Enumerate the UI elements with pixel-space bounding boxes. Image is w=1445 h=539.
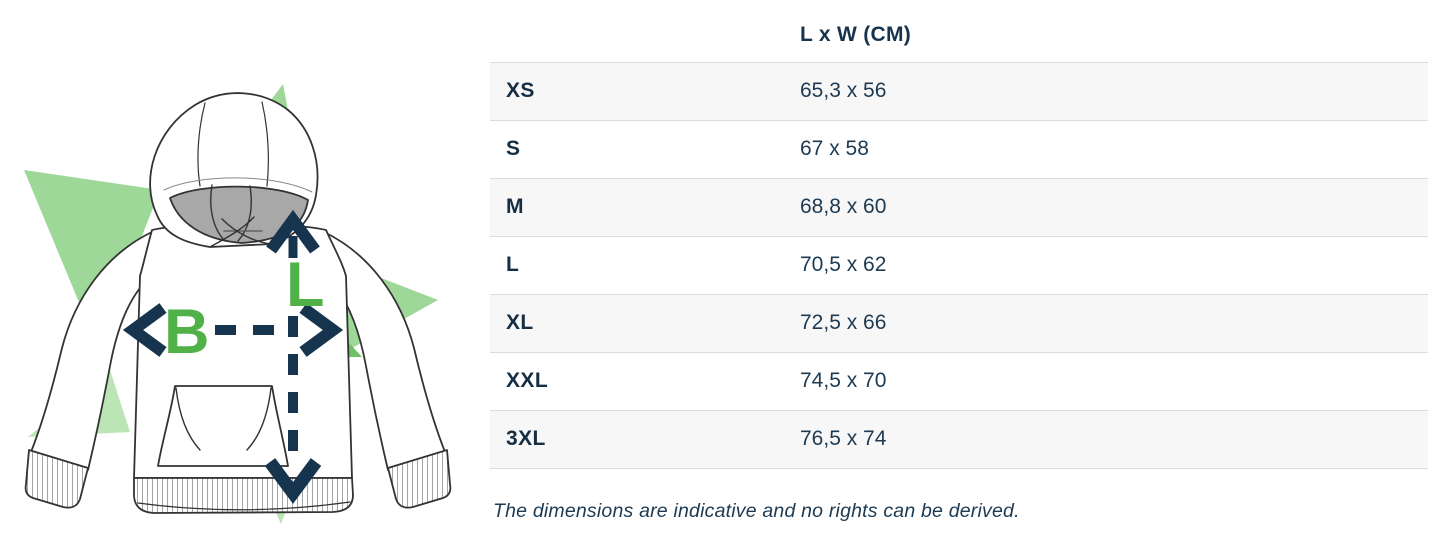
hood-seam-right — [261, 101, 269, 187]
size-label: XL — [506, 311, 534, 334]
table-row-s: S 67 x 58 — [490, 120, 1428, 178]
size-chart-panel: L x W (CM) XS 65,3 x 56 S 67 x 58 M 68,8… — [490, 8, 1428, 523]
hood-flap-right — [221, 218, 273, 245]
size-label: M — [506, 195, 524, 218]
pocket-slit-right — [246, 387, 272, 451]
size-label: S — [506, 137, 521, 160]
width-arrow — [122, 303, 344, 357]
size-value: 65,3 x 56 — [800, 79, 887, 102]
right-cuff — [387, 449, 452, 509]
arrow-up-icon — [266, 209, 320, 254]
size-label: 3XL — [506, 427, 546, 450]
dimensions-column-header: L x W (CM) — [800, 22, 912, 46]
length-arrow — [264, 209, 322, 504]
width-label: B — [164, 297, 210, 367]
table-row-xl: XL 72,5 x 66 — [490, 294, 1428, 352]
arrow-left-icon — [122, 303, 167, 357]
size-label: L — [506, 253, 520, 276]
hood-inner-seam-right — [237, 185, 252, 242]
table-row-3xl: 3XL 76,5 x 74 — [490, 410, 1428, 468]
hoodie-drawing — [24, 92, 452, 514]
hood-rim — [163, 177, 313, 193]
size-label: XS — [506, 79, 535, 102]
table-row-xxl: XXL 74,5 x 70 — [490, 352, 1428, 410]
size-value: 68,8 x 60 — [800, 195, 887, 218]
size-chart-table: L x W (CM) XS 65,3 x 56 S 67 x 58 M 68,8… — [490, 8, 1428, 469]
kangaroo-pocket — [157, 385, 289, 467]
length-label: L — [286, 250, 324, 320]
hoodie-illustration: L B — [24, 84, 452, 524]
arrow-down-icon — [264, 458, 322, 504]
disclaimer-text: The dimensions are indicative and no rig… — [493, 499, 1020, 522]
size-value: 72,5 x 66 — [800, 311, 887, 334]
pocket-slit-left — [175, 387, 201, 451]
arrow-right-icon — [299, 303, 344, 357]
hood-flap-left — [209, 216, 255, 248]
size-value: 76,5 x 74 — [800, 427, 887, 450]
hem-band — [133, 477, 354, 514]
measurement-overlay: L B — [122, 209, 344, 504]
hood-seam-left — [197, 102, 206, 187]
hem-bottom-curve — [137, 501, 351, 511]
left-cuff — [24, 449, 89, 509]
hood-inner-seam-left — [210, 184, 226, 242]
size-column-header — [490, 8, 800, 62]
table-row-m: M 68,8 x 60 — [490, 178, 1428, 236]
hoodie-measurement-diagram: L B — [0, 0, 480, 539]
size-value: 67 x 58 — [800, 137, 869, 160]
size-value: 70,5 x 62 — [800, 253, 887, 276]
table-row-xs: XS 65,3 x 56 — [490, 62, 1428, 120]
size-label: XXL — [506, 369, 549, 392]
table-header-row: L x W (CM) — [490, 8, 1428, 62]
table-row-l: L 70,5 x 62 — [490, 236, 1428, 294]
size-value: 74,5 x 70 — [800, 369, 887, 392]
